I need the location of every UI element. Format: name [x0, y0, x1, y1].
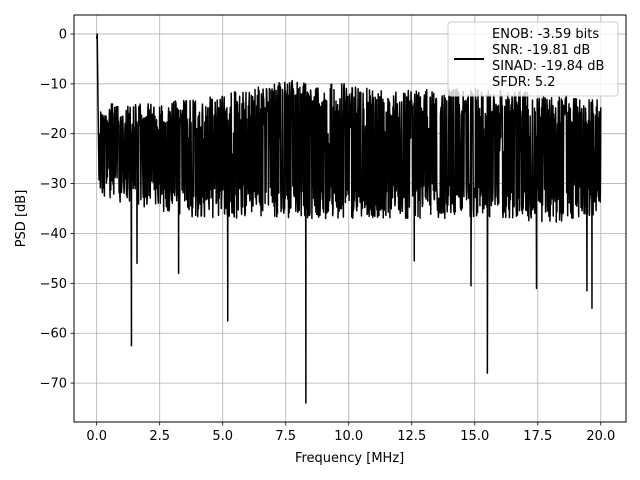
x-tick-label: 2.5 — [149, 429, 170, 444]
y-tick-label: −40 — [40, 227, 67, 242]
x-tick-label: 10.0 — [334, 429, 363, 444]
x-tick-label: 0.0 — [86, 429, 107, 444]
legend: ENOB: -3.59 bits SNR: -19.81 dB SINAD: -19… — [447, 21, 619, 97]
y-tick-label: −70 — [40, 377, 67, 392]
legend-entry-label: ENOB: -3.59 bits SNR: -19.81 dB SINAD: -19… — [492, 27, 604, 90]
y-tick-label: −10 — [40, 77, 67, 92]
y-axis-ticks: 0 −10 −20 −30 −40 −50 −60 −70 — [40, 27, 74, 392]
legend-line-2: SINAD: -19.84 dB — [492, 59, 604, 74]
x-axis-label: Frequency [MHz] — [295, 451, 404, 466]
x-tick-label: 15.0 — [460, 429, 489, 444]
x-tick-label: 7.5 — [275, 429, 296, 444]
y-tick-label: −30 — [40, 177, 67, 192]
legend-box — [447, 21, 619, 97]
x-tick-label: 17.5 — [523, 429, 552, 444]
y-tick-label: 0 — [59, 27, 67, 42]
legend-line-0: ENOB: -3.59 bits — [492, 27, 599, 42]
x-axis-ticks: 0.0 2.5 5.0 7.5 10.0 12.5 15.0 17.5 20.0 — [86, 422, 615, 444]
y-tick-label: −20 — [40, 127, 67, 142]
axes-frame — [73, 14, 627, 423]
x-tick-label: 12.5 — [397, 429, 426, 444]
x-tick-label: 20.0 — [586, 429, 615, 444]
y-tick-label: −50 — [40, 277, 67, 292]
legend-line-1: SNR: -19.81 dB — [492, 43, 590, 58]
legend-line-3: SFDR: 5.2 — [492, 75, 556, 90]
y-axis-label: PSD [dB] — [14, 190, 29, 248]
plot-area — [95, 33, 602, 404]
psd-series-line — [95, 33, 602, 404]
x-tick-label: 5.0 — [212, 429, 233, 444]
y-tick-label: −60 — [40, 327, 67, 342]
